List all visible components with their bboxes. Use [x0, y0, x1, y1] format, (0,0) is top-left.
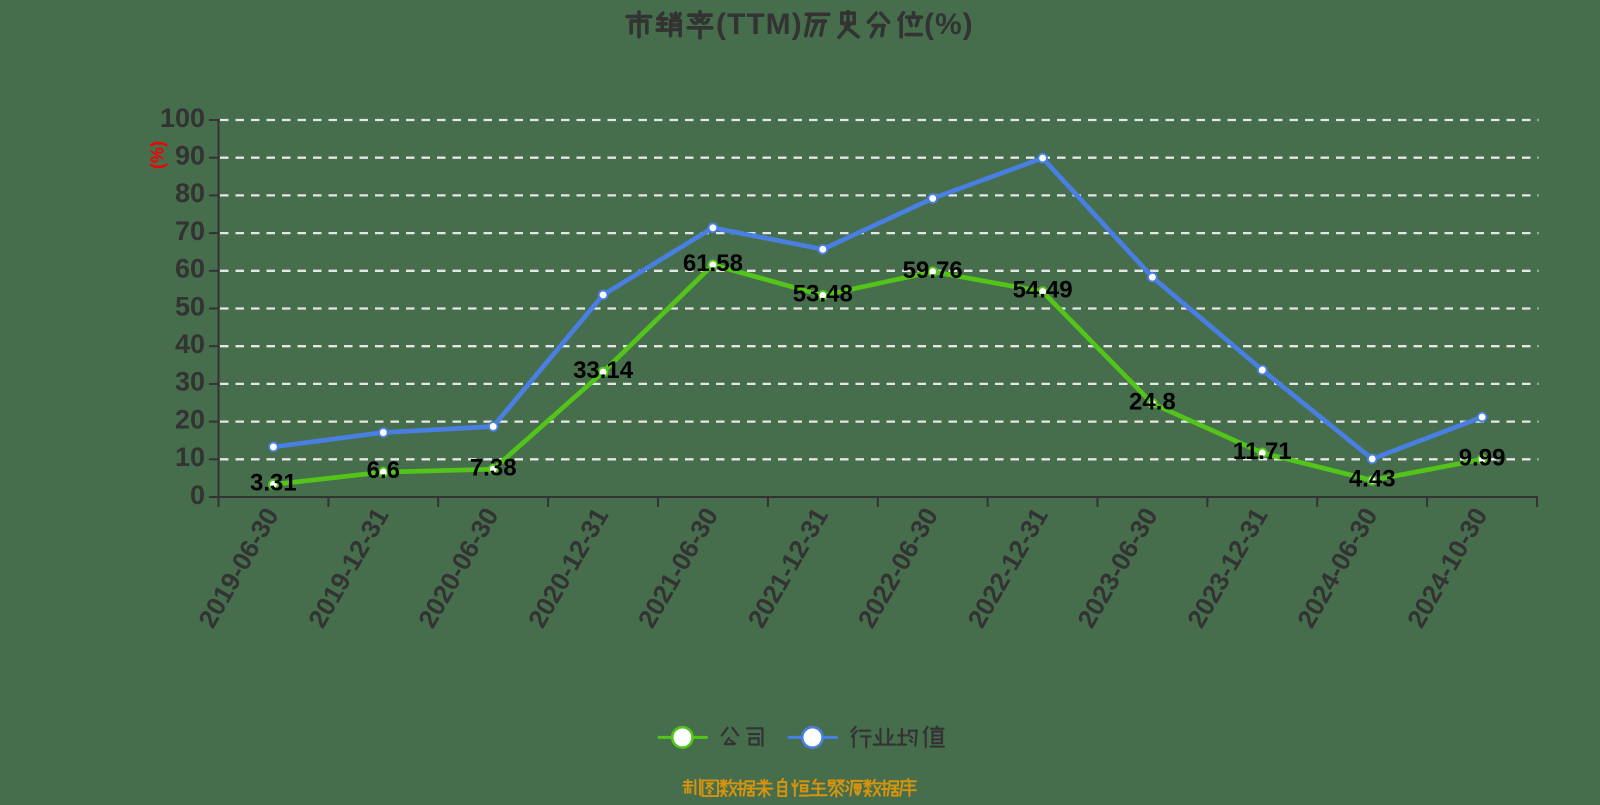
svg-text:7.38: 7.38 [470, 454, 517, 481]
svg-text:54.49: 54.49 [1013, 277, 1073, 304]
svg-text:9.99: 9.99 [1459, 444, 1506, 471]
svg-text:4.43: 4.43 [1349, 465, 1396, 492]
svg-text:50: 50 [175, 291, 205, 321]
svg-text:100: 100 [160, 103, 205, 133]
svg-text:(TTM): (TTM) [716, 8, 803, 41]
svg-text:53.48: 53.48 [793, 281, 853, 308]
svg-text:(%): (%) [924, 8, 974, 41]
svg-text:6.6: 6.6 [367, 457, 400, 484]
svg-text:24.8: 24.8 [1129, 389, 1176, 416]
svg-text:30: 30 [175, 367, 205, 397]
svg-text:59.76: 59.76 [903, 257, 963, 284]
svg-text:3.31: 3.31 [250, 470, 297, 497]
svg-text:40: 40 [175, 329, 205, 359]
svg-text:70: 70 [175, 216, 205, 246]
svg-text:33.14: 33.14 [573, 357, 634, 384]
svg-text:0: 0 [190, 480, 205, 510]
svg-text:11.71: 11.71 [1233, 438, 1292, 465]
svg-text:20: 20 [175, 404, 205, 434]
svg-text:61.58: 61.58 [683, 250, 743, 277]
svg-text:60: 60 [175, 254, 205, 284]
svg-text:(%): (%) [148, 141, 168, 169]
svg-text:10: 10 [175, 442, 205, 472]
svg-text:90: 90 [175, 141, 205, 171]
svg-text:80: 80 [175, 178, 205, 208]
